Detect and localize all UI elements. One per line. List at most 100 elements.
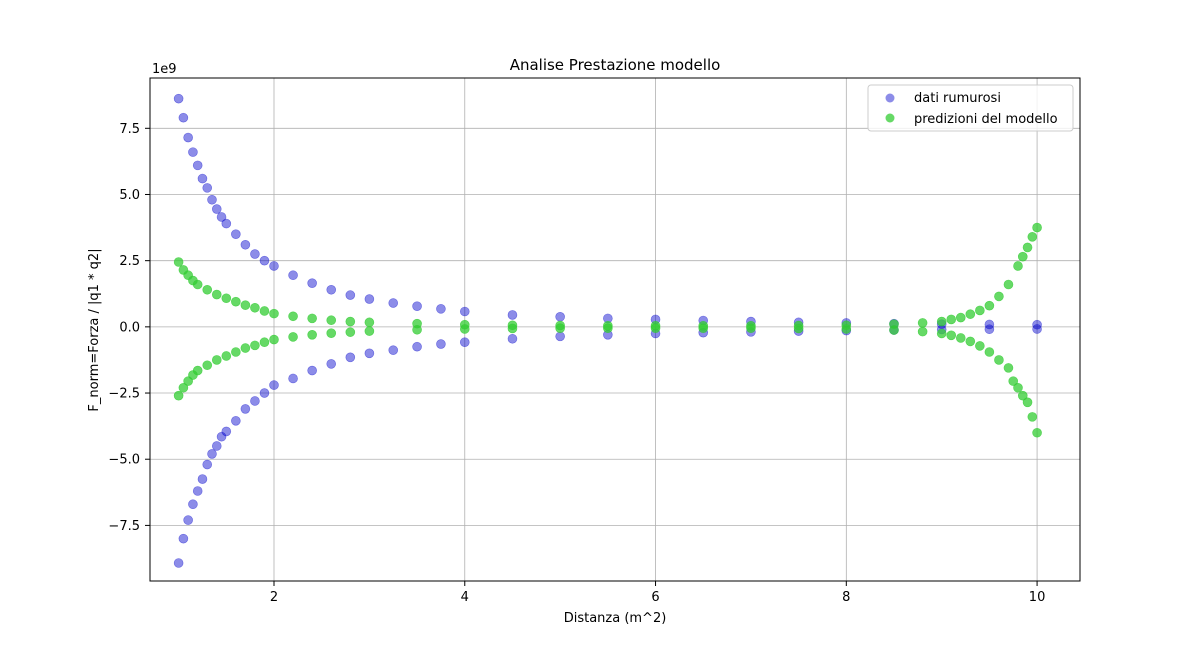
point-predizioni-del-modello bbox=[1013, 261, 1023, 271]
point-predizioni-del-modello bbox=[211, 289, 222, 300]
point-dati-rumurosi bbox=[436, 304, 446, 314]
legend: dati rumurosi predizioni del modello bbox=[867, 84, 1074, 132]
point-dati-rumurosi bbox=[202, 183, 213, 193]
point-predizioni-del-modello bbox=[507, 323, 518, 334]
point-dati-rumurosi bbox=[197, 173, 208, 184]
chart-title: Analise Prestazione modello bbox=[510, 56, 721, 74]
point-predizioni-del-modello bbox=[459, 324, 470, 334]
point-predizioni-del-modello bbox=[250, 302, 260, 313]
y-tick-label: 5.0 bbox=[119, 188, 140, 203]
point-dati-rumurosi bbox=[183, 132, 193, 143]
point-dati-rumurosi bbox=[1032, 319, 1042, 330]
x-tick-label: 4 bbox=[461, 590, 469, 605]
point-predizioni-del-modello bbox=[412, 324, 422, 335]
point-dati-rumurosi bbox=[192, 486, 203, 496]
point-predizioni-del-modello bbox=[975, 341, 985, 351]
point-predizioni-del-modello bbox=[650, 323, 661, 333]
data-points bbox=[173, 93, 1042, 568]
point-dati-rumurosi bbox=[345, 290, 356, 300]
point-predizioni-del-modello bbox=[917, 318, 928, 328]
y-tick-label: 2.5 bbox=[119, 254, 140, 269]
point-predizioni-del-modello bbox=[345, 316, 356, 327]
point-predizioni-del-modello bbox=[307, 329, 317, 340]
point-dati-rumurosi bbox=[412, 341, 422, 352]
y-tick-label: −5.0 bbox=[108, 453, 140, 468]
point-predizioni-del-modello bbox=[955, 333, 966, 343]
point-predizioni-del-modello bbox=[221, 293, 232, 304]
point-dati-rumurosi bbox=[207, 194, 217, 205]
x-tick-label: 6 bbox=[651, 590, 659, 605]
point-dati-rumurosi bbox=[259, 388, 270, 398]
point-predizioni-del-modello bbox=[965, 336, 976, 347]
point-dati-rumurosi bbox=[307, 278, 317, 288]
y-axis-label: F_norm=Forza / |q1 * q2| bbox=[87, 248, 102, 411]
point-predizioni-del-modello bbox=[1013, 382, 1023, 393]
point-predizioni-del-modello bbox=[994, 291, 1004, 302]
point-predizioni-del-modello bbox=[250, 340, 260, 351]
point-dati-rumurosi bbox=[326, 359, 337, 369]
point-predizioni-del-modello bbox=[1008, 376, 1019, 386]
point-predizioni-del-modello bbox=[793, 323, 804, 334]
point-dati-rumurosi bbox=[211, 204, 222, 214]
point-dati-rumurosi bbox=[173, 93, 184, 104]
point-dati-rumurosi bbox=[984, 319, 995, 330]
point-dati-rumurosi bbox=[207, 449, 217, 459]
point-predizioni-del-modello bbox=[259, 337, 270, 348]
point-predizioni-del-modello bbox=[269, 308, 279, 319]
legend-marker-dati-rumurosi bbox=[885, 93, 895, 103]
point-predizioni-del-modello bbox=[231, 347, 241, 357]
point-predizioni-del-modello bbox=[364, 317, 375, 328]
point-dati-rumurosi bbox=[412, 301, 422, 312]
point-predizioni-del-modello bbox=[326, 328, 337, 339]
point-predizioni-del-modello bbox=[269, 334, 279, 345]
point-dati-rumurosi bbox=[555, 331, 565, 342]
point-dati-rumurosi bbox=[288, 373, 298, 384]
point-dati-rumurosi bbox=[250, 396, 260, 406]
point-predizioni-del-modello bbox=[202, 360, 213, 371]
point-predizioni-del-modello bbox=[698, 323, 709, 333]
point-dati-rumurosi bbox=[178, 112, 189, 123]
point-dati-rumurosi bbox=[188, 499, 198, 510]
plot-frame bbox=[149, 77, 1081, 582]
point-predizioni-del-modello bbox=[307, 313, 317, 324]
point-dati-rumurosi bbox=[188, 147, 198, 157]
y-axis-ticks: −7.5 −5.0 −2.5 0.0 2.5 5.0 7.5 bbox=[108, 122, 150, 534]
point-predizioni-del-modello bbox=[946, 314, 957, 325]
point-dati-rumurosi bbox=[231, 229, 241, 239]
x-axis-ticks: 2 4 6 8 10 bbox=[270, 581, 1045, 605]
point-predizioni-del-modello bbox=[965, 309, 976, 319]
legend-marker-predizioni bbox=[885, 113, 895, 123]
point-dati-rumurosi bbox=[388, 345, 399, 355]
grid-lines bbox=[150, 78, 1080, 581]
point-predizioni-del-modello bbox=[1022, 242, 1033, 253]
point-dati-rumurosi bbox=[231, 416, 241, 426]
y-tick-label: −7.5 bbox=[108, 519, 140, 534]
point-dati-rumurosi bbox=[507, 310, 518, 320]
y-tick-label: −2.5 bbox=[108, 387, 140, 402]
y-offset-text: 1e9 bbox=[152, 62, 177, 77]
point-dati-rumurosi bbox=[173, 558, 184, 568]
point-predizioni-del-modello bbox=[1027, 232, 1038, 242]
point-dati-rumurosi bbox=[178, 533, 189, 544]
point-predizioni-del-modello bbox=[1032, 427, 1042, 438]
point-dati-rumurosi bbox=[240, 404, 251, 414]
point-predizioni-del-modello bbox=[221, 351, 232, 361]
point-predizioni-del-modello bbox=[326, 315, 337, 326]
point-predizioni-del-modello bbox=[288, 332, 298, 342]
point-predizioni-del-modello bbox=[746, 323, 756, 333]
point-dati-rumurosi bbox=[555, 311, 565, 322]
point-predizioni-del-modello bbox=[889, 325, 899, 335]
point-dati-rumurosi bbox=[345, 352, 356, 363]
point-predizioni-del-modello bbox=[364, 326, 375, 336]
point-dati-rumurosi bbox=[459, 306, 470, 317]
point-dati-rumurosi bbox=[202, 459, 213, 470]
point-predizioni-del-modello bbox=[192, 365, 203, 376]
point-predizioni-del-modello bbox=[917, 326, 928, 337]
point-predizioni-del-modello bbox=[1003, 363, 1014, 373]
point-predizioni-del-modello bbox=[984, 300, 995, 311]
point-predizioni-del-modello bbox=[1032, 222, 1042, 233]
x-tick-label: 8 bbox=[842, 590, 850, 605]
point-dati-rumurosi bbox=[183, 515, 193, 525]
point-dati-rumurosi bbox=[984, 324, 995, 335]
